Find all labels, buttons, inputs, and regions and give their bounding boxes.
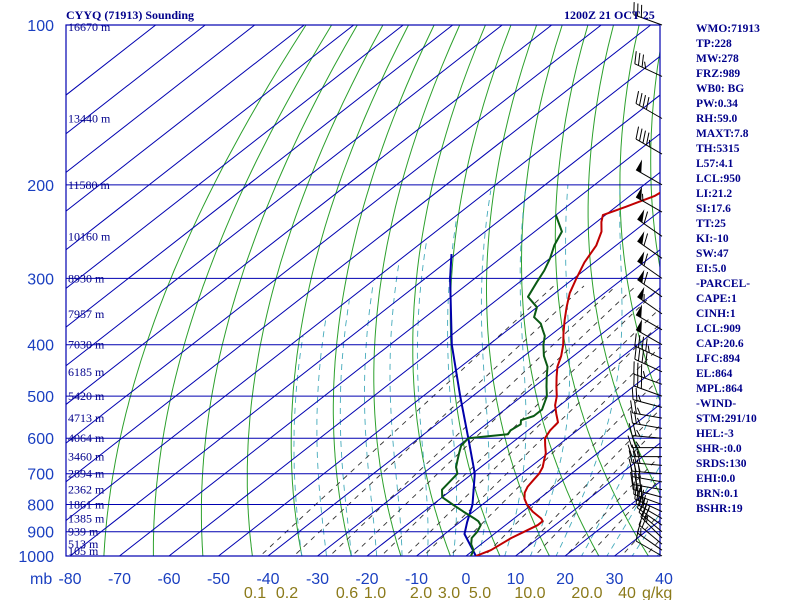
height-label: 4064 m — [68, 431, 105, 445]
sounding-index: RH:59.0 — [696, 112, 800, 127]
sounding-index: FRZ:989 — [696, 67, 800, 82]
sounding-index: STM:291/10 — [696, 412, 800, 427]
sounding-index: CINH:1 — [696, 307, 800, 322]
mixing-ratio-label: 1.0 — [364, 585, 386, 600]
station-title: CYYQ (71913) Sounding — [66, 8, 194, 23]
pressure-tick-label: 1000 — [18, 549, 54, 566]
sounding-index: MPL:864 — [696, 382, 800, 397]
pressure-tick-label: 800 — [27, 498, 54, 515]
mixing-ratio-label: 10.0 — [514, 585, 545, 600]
sounding-index: BSHR:19 — [696, 502, 800, 517]
sounding-index: EL:864 — [696, 367, 800, 382]
wind-barb — [637, 231, 662, 258]
mixing-ratio-label: 0.2 — [276, 585, 298, 600]
dry-adiabat — [522, 25, 606, 567]
height-label: 7957 m — [68, 307, 105, 321]
moist-adiabat — [501, 185, 526, 568]
sounding-index: L57:4.1 — [696, 157, 800, 172]
sounding-index: SRDS:130 — [696, 457, 800, 472]
height-label: 5420 m — [68, 389, 105, 403]
sounding-index: EI:5.0 — [696, 262, 800, 277]
sounding-index: MAXT:7.8 — [696, 127, 800, 142]
sounding-index: MW:278 — [696, 52, 800, 67]
wind-barb — [637, 209, 662, 236]
wind-barb — [636, 91, 662, 118]
pressure-tick-label: 100 — [27, 18, 54, 35]
sounding-index: BRN:0.1 — [696, 487, 800, 502]
sounding-index: LCL:950 — [696, 172, 800, 187]
sounding-index: LCL:909 — [696, 322, 800, 337]
wind-barb — [634, 373, 662, 396]
pressure-tick-label: 500 — [27, 389, 54, 406]
sounding-index: TP:228 — [696, 37, 800, 52]
sounding-index: -PARCEL- — [696, 277, 800, 292]
pressure-unit-label: mb — [30, 571, 52, 588]
moist-adiabat — [317, 320, 328, 567]
height-label: 11580 m — [68, 178, 111, 192]
mixing-ratio-line — [248, 286, 554, 567]
mixing-ratio-label: 20.0 — [571, 585, 602, 600]
sounding-index: TH:5315 — [696, 142, 800, 157]
sounding-index: KI:-10 — [696, 232, 800, 247]
moist-adiabat — [476, 191, 491, 568]
moist-adiabat — [390, 262, 402, 567]
pressure-tick-label: 400 — [27, 338, 54, 355]
sounding-index: LI:21.2 — [696, 187, 800, 202]
sounding-index: EHI:0.0 — [696, 472, 800, 487]
temperature-tick-label: -70 — [108, 571, 131, 588]
mixing-ratio-label: 3.0 — [438, 585, 460, 600]
mixing-ratio-label: 5.0 — [469, 585, 491, 600]
height-label: 6185 m — [68, 365, 105, 379]
temperature-tick-label: -60 — [157, 571, 180, 588]
height-label: 1861 m — [68, 498, 105, 512]
mixing-ratio-label: 0.1 — [244, 585, 266, 600]
dry-adiabat — [247, 25, 383, 567]
temperature-tick-label: -50 — [207, 571, 230, 588]
mixing-ratio-unit-label: g/kg — [642, 585, 672, 600]
moist-adiabat — [417, 241, 428, 567]
temperature-tick-label: -30 — [306, 571, 329, 588]
height-label: 13440 m — [68, 112, 111, 126]
height-label: 8930 m — [68, 271, 105, 285]
height-label: 2362 m — [68, 483, 105, 497]
isotherm-line — [21, 25, 701, 556]
valid-time: 1200Z 21 OCT 25 — [564, 8, 655, 23]
sounding-index: WMO:71913 — [696, 22, 800, 37]
wind-barb — [636, 187, 662, 212]
sounding-index: CAPE:1 — [696, 292, 800, 307]
pressure-tick-label: 300 — [27, 271, 54, 288]
height-label: 10160 m — [68, 229, 111, 243]
pressure-tick-label: 200 — [27, 178, 54, 195]
sounding-indices-panel: WMO:71913 TP:228 MW:278 FRZ:989 WB0: BG PW:0.… — [696, 22, 800, 517]
height-label: 7030 m — [68, 338, 105, 352]
wind-barb — [629, 450, 662, 465]
sounding-index: PW:0.34 — [696, 97, 800, 112]
height-label: 105 m — [68, 544, 99, 558]
height-label: 3460 m — [68, 450, 105, 464]
height-label: 1385 m — [68, 512, 105, 526]
height-label: 4713 m — [68, 411, 105, 425]
sounding-index: SW:47 — [696, 247, 800, 262]
dry-adiabat — [201, 25, 357, 567]
sounding-index: SI:17.6 — [696, 202, 800, 217]
mixing-ratio-label: 40 — [618, 585, 636, 600]
sounding-index: SHR-:0.0 — [696, 442, 800, 457]
dry-adiabat — [153, 25, 331, 567]
height-label: 2894 m — [68, 467, 105, 481]
sounding-index: -WIND- — [696, 397, 800, 412]
pressure-tick-label: 600 — [27, 431, 54, 448]
sounding-index: HEL:-3 — [696, 427, 800, 442]
pressure-tick-label: 900 — [27, 525, 54, 542]
sounding-index: WB0: BG — [696, 82, 800, 97]
sounding-index: CAP:20.6 — [696, 337, 800, 352]
sounding-index: LFC:894 — [696, 352, 800, 367]
sounding-index: TT:25 — [696, 217, 800, 232]
temperature-tick-label: -80 — [58, 571, 81, 588]
mixing-ratio-label: 0.6 — [336, 585, 358, 600]
pressure-tick-label: 700 — [27, 467, 54, 484]
mixing-ratio-label: 2.0 — [410, 585, 432, 600]
